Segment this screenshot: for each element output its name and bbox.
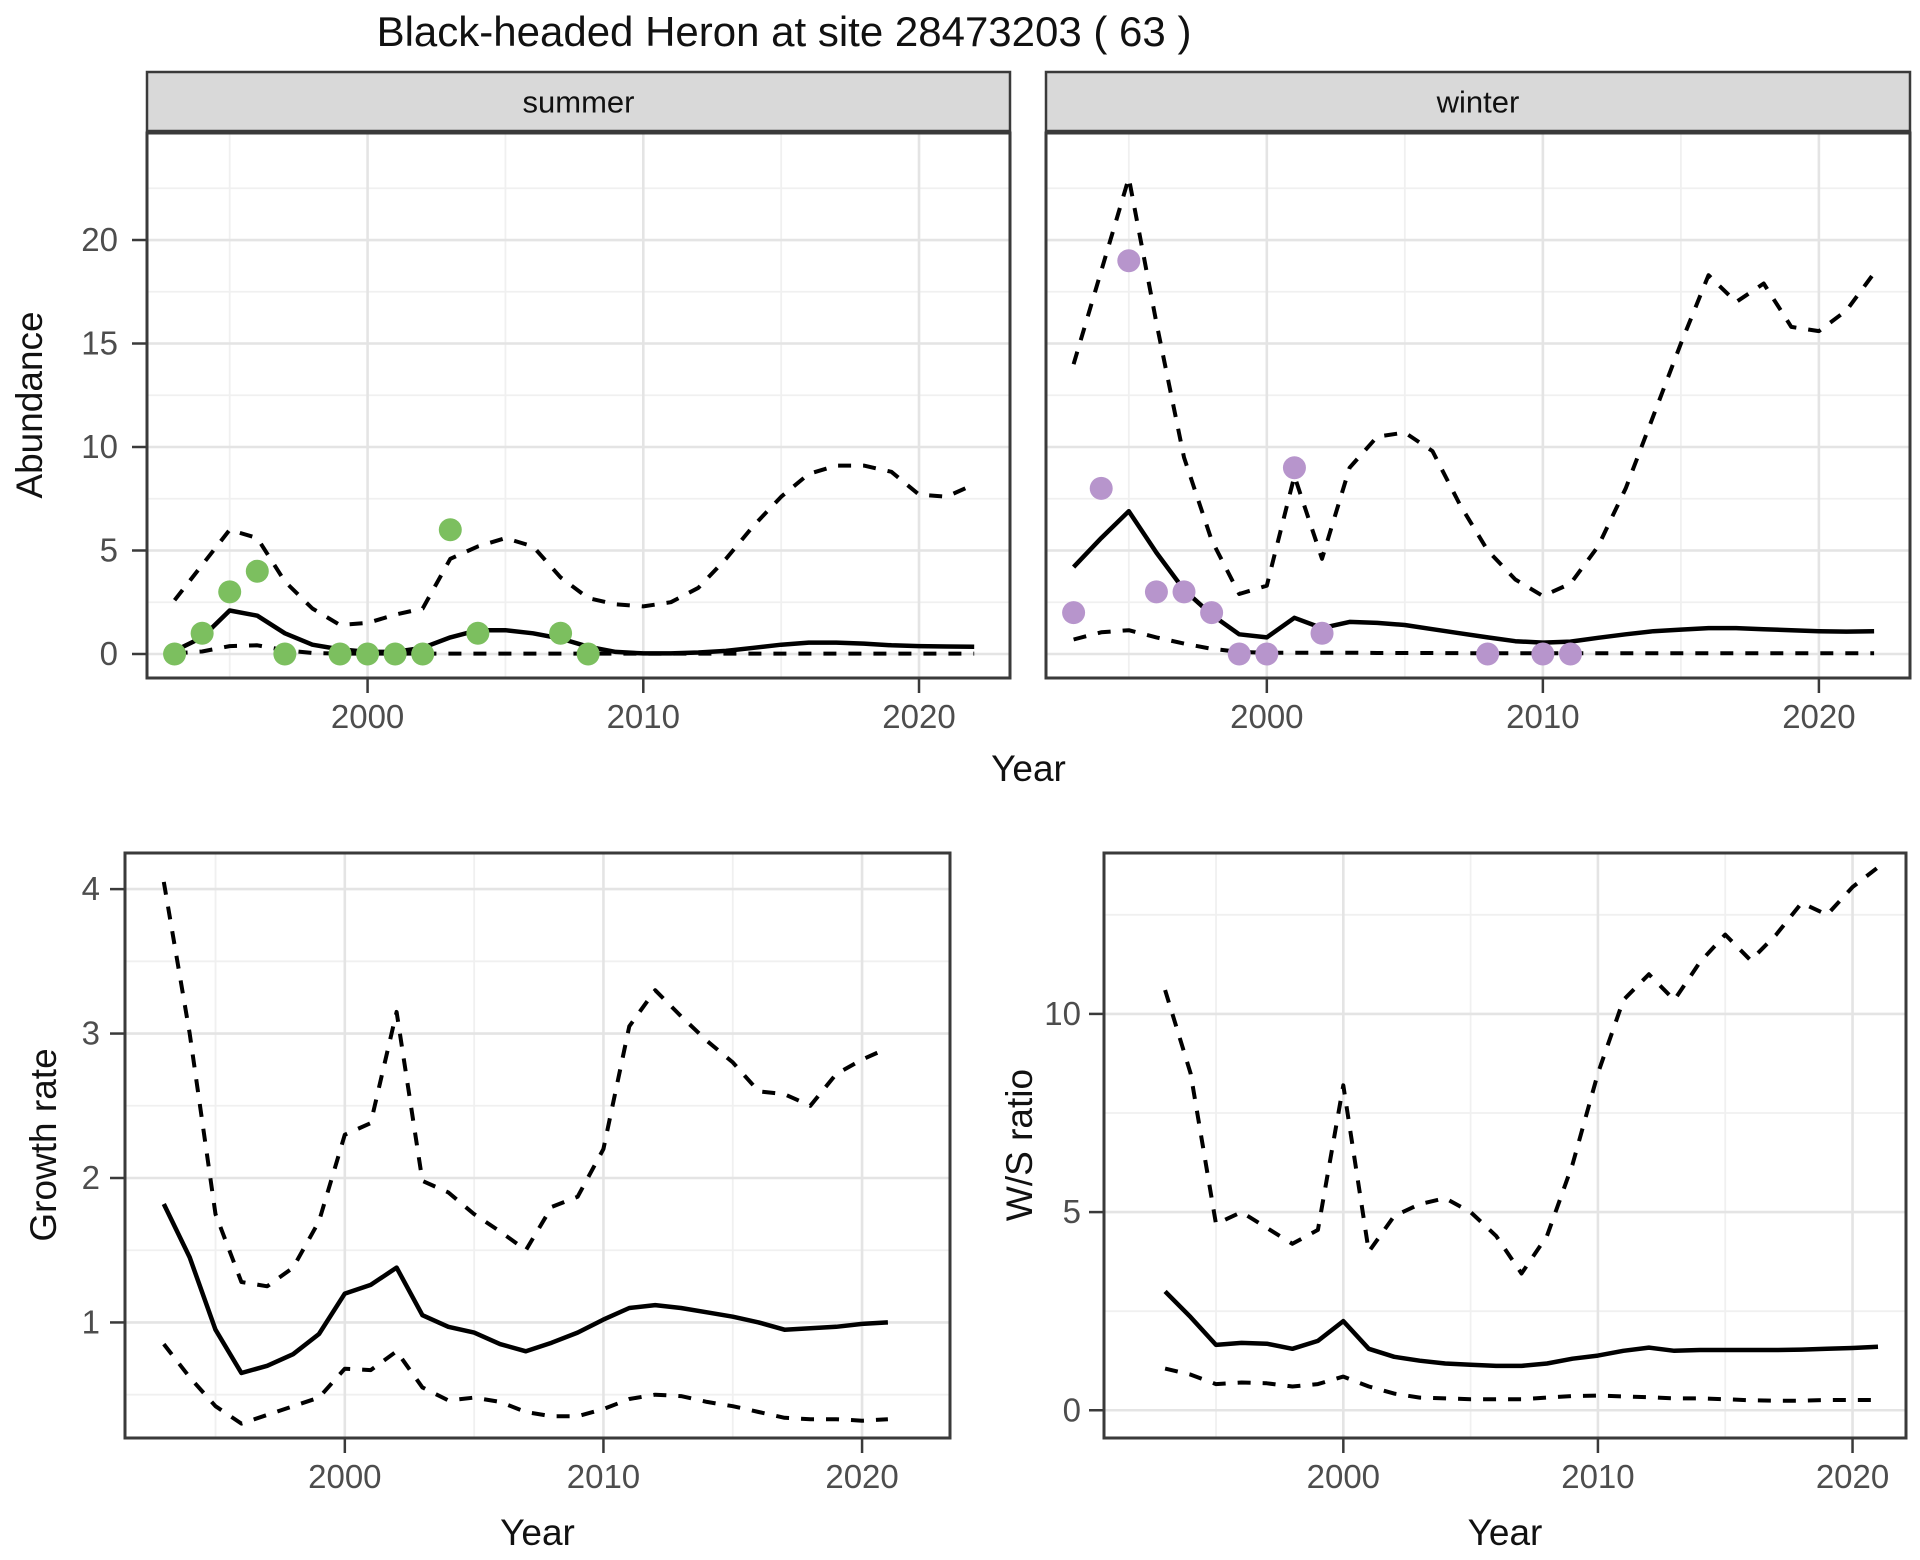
x-tick-label: 2020 [882,698,955,735]
facet-strip [1044,70,1912,133]
observation-point [328,642,352,666]
panel-border [145,131,1012,680]
lower-95ci-line-growth-rate [162,1342,889,1426]
x-tick-label: 2020 [1816,1458,1889,1495]
x-tick-label: 2010 [567,1458,640,1495]
x-axis-title-ws-ratio: Year [1468,1512,1543,1553]
chart-title: Black-headed Heron at site 28473203 ( 63… [376,8,1192,55]
y-tick-label: 4 [82,870,100,907]
y-tick-label: 1 [82,1303,100,1340]
panel-growth-rate: 2000 2010 2020 1 2 3 4 [82,851,952,1495]
observation-point [1089,476,1113,500]
x-tick-label: 2020 [825,1458,898,1495]
x-axis-title-abundance: Year [991,748,1066,789]
mean-line-ws-ratio [1163,1289,1879,1369]
lower-95ci-line-ws-ratio [1164,1366,1878,1403]
upper-95ci-line-growth-rate [161,881,889,1289]
y-tick-label: 5 [100,531,118,568]
lower-95ci-line-summer [174,643,975,656]
observation-point [1144,580,1168,604]
facet-strip [145,70,1012,133]
observation-point [1476,642,1500,666]
observation-point [1310,621,1334,645]
observation-point [1227,642,1251,666]
y-tick-label: 0 [1063,1391,1081,1428]
x-tick-label: 2000 [308,1458,381,1495]
panel-border [123,851,952,1440]
observation-point [1558,642,1582,666]
observation-point [411,642,435,666]
observation-point [1282,456,1306,480]
x-axis-title-growth-rate: Year [500,1512,575,1553]
y-tick-label: 20 [81,221,118,258]
facet-strip-label: winter [1436,85,1520,120]
observation-point [1200,601,1224,625]
observation-point [466,621,490,645]
upper-95ci-line-ws-ratio [1163,865,1880,1276]
y-axis-title-ws-ratio: W/S ratio [999,1069,1040,1221]
panel-background [1104,853,1906,1438]
observation-point [273,642,297,666]
panel-border [1102,851,1908,1440]
observation-point [190,621,214,645]
x-tick-label: 2000 [1307,1458,1380,1495]
y-tick-label: 2 [82,1159,100,1196]
observation-point [1062,601,1086,625]
y-axis-title-abundance: Abundance [9,311,50,498]
y-tick-label: 10 [1044,995,1081,1032]
facet-strip-label: summer [523,85,635,120]
observation-point [218,580,242,604]
observation-point [1117,249,1141,273]
panel-winter: winter 2000 2010 2020 [1044,70,1912,735]
panel-summer: summer 2000 2010 2020 0 5 10 15 20 [81,70,1012,735]
mean-line-summer [173,608,975,656]
observation-point [549,621,573,645]
y-tick-label: 15 [81,325,118,362]
x-tick-label: 2010 [607,698,680,735]
y-tick-label: 3 [82,1015,100,1052]
observation-point [1531,642,1555,666]
mean-line-growth-rate [161,1203,889,1376]
y-tick-label: 10 [81,428,118,465]
panel-ws-ratio: 2000 2010 2020 0 5 10 [1044,851,1908,1495]
observation-point [163,642,187,666]
upper-95ci-line-summer [173,463,976,627]
x-tick-label: 2000 [331,698,404,735]
observation-point [1172,580,1196,604]
x-tick-label: 2000 [1230,698,1303,735]
observation-point [438,518,462,542]
lower-95ci-line-winter [1073,628,1875,656]
panel-background [125,853,950,1438]
observation-point [245,559,269,583]
x-tick-label: 2010 [1561,1458,1634,1495]
observation-point [576,642,600,666]
panel-background [147,133,1010,678]
x-tick-label: 2010 [1506,698,1579,735]
y-tick-label: 5 [1063,1193,1081,1230]
observation-point [383,642,407,666]
x-tick-label: 2020 [1782,698,1855,735]
upper-95ci-line-winter [1071,175,1876,598]
y-axis-title-growth-rate: Growth rate [23,1048,64,1241]
observation-point [1255,642,1279,666]
panel-border [1044,131,1912,680]
observation-point [356,642,380,666]
y-tick-label: 0 [100,635,118,672]
